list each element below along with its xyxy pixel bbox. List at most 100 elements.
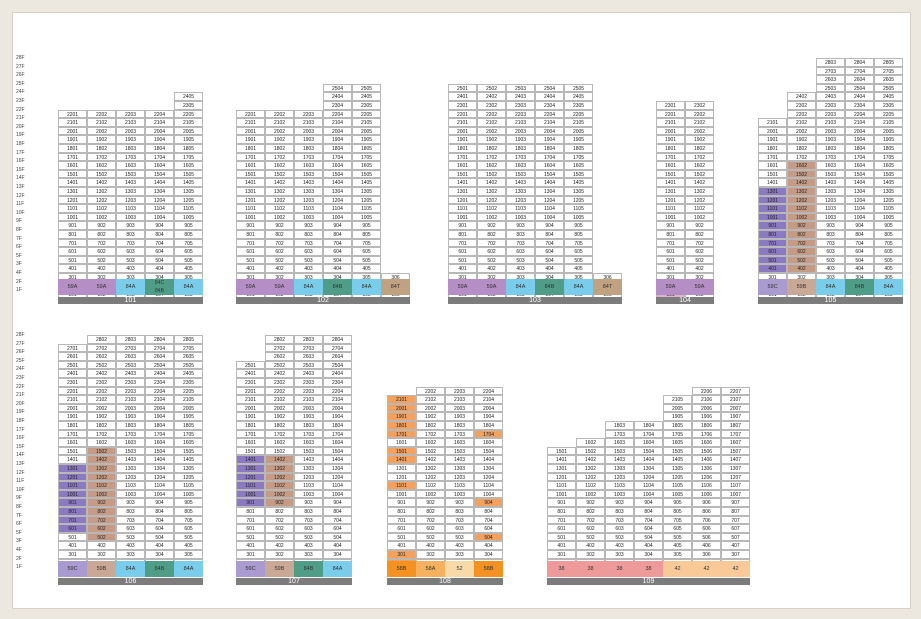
unit-cell[interactable]: 703 [506, 238, 535, 248]
unit-cell[interactable]: 403 [605, 541, 634, 550]
unit-cell[interactable]: 1603 [506, 161, 535, 170]
unit-cell[interactable]: 703 [294, 515, 323, 525]
unit-cell[interactable]: 1204 [535, 195, 564, 205]
unit-cell[interactable]: 1101 [58, 481, 87, 490]
unit-cell[interactable]: 1002 [576, 489, 605, 499]
unit-cell[interactable]: 504 [323, 255, 352, 265]
unit-cell[interactable]: 1805 [174, 144, 203, 153]
unit-cell[interactable]: 1902 [265, 412, 294, 421]
unit-cell[interactable]: 1204 [474, 472, 503, 482]
unit-cell[interactable]: 1301 [236, 464, 265, 473]
unit-cell[interactable]: 1204 [145, 472, 174, 482]
unit-cell[interactable]: 503 [506, 255, 535, 265]
unit-cell[interactable]: 1302 [265, 464, 294, 473]
unit-cell[interactable]: 2101 [656, 118, 685, 127]
unit-cell[interactable]: 401 [58, 541, 87, 550]
unit-cell[interactable]: 2002 [87, 126, 116, 136]
unit-cell[interactable]: 1702 [416, 429, 445, 439]
unit-cell[interactable]: 604 [535, 247, 564, 256]
unit-cell[interactable]: 1901 [758, 135, 787, 144]
unit-cell[interactable]: 903 [445, 498, 474, 507]
unit-cell[interactable]: 1507 [721, 446, 750, 456]
unit-cell[interactable]: 2002 [477, 126, 506, 136]
unit-cell[interactable]: 1401 [656, 178, 685, 187]
unit-cell[interactable]: 1305 [174, 464, 203, 473]
unit-cell[interactable]: 804 [323, 507, 352, 516]
unit-cell[interactable]: 2101 [758, 118, 787, 127]
unit-cell[interactable]: 2103 [294, 118, 323, 127]
unit-cell[interactable]: 505 [174, 255, 203, 265]
unit-cell[interactable]: 603 [445, 524, 474, 533]
unit-cell[interactable]: 1701 [58, 152, 87, 162]
unit-cell[interactable]: 2002 [265, 126, 294, 136]
unit-cell[interactable]: 1802 [685, 144, 714, 153]
unit-cell[interactable]: 1704 [145, 152, 174, 162]
unit-cell[interactable]: 2103 [445, 395, 474, 404]
unit-cell[interactable]: 402 [87, 541, 116, 550]
unit-cell[interactable]: 1502 [87, 169, 116, 179]
unit-cell[interactable]: 2105 [174, 118, 203, 127]
unit-cell[interactable]: 801 [387, 507, 416, 516]
unit-cell[interactable]: 2004 [474, 403, 503, 413]
unit-cell[interactable]: 1401 [58, 178, 87, 187]
unit-cell[interactable]: 803 [605, 507, 634, 516]
unit-cell[interactable]: 1003 [116, 212, 145, 222]
unit-cell[interactable]: 902 [787, 221, 816, 230]
unit-cell[interactable]: 501 [236, 532, 265, 542]
unit-cell[interactable]: 1602 [87, 438, 116, 447]
unit-cell[interactable]: 702 [685, 238, 714, 248]
unit-cell[interactable]: 1605 [352, 161, 381, 170]
unit-cell[interactable]: 2202 [87, 109, 116, 119]
unit-cell[interactable]: 1501 [236, 446, 265, 456]
unit-cell[interactable]: 303 [445, 550, 474, 559]
unit-cell[interactable]: 1504 [323, 446, 352, 456]
unit-cell[interactable]: 2205 [174, 109, 203, 119]
unit-cell[interactable]: 1601 [236, 161, 265, 170]
unit-cell[interactable]: 901 [758, 221, 787, 230]
unit-cell[interactable]: 1301 [236, 187, 265, 196]
unit-cell[interactable]: 1602 [265, 438, 294, 447]
unit-cell[interactable]: 1003 [445, 489, 474, 499]
unit-cell[interactable]: 904 [535, 221, 564, 230]
unit-cell[interactable]: 2101 [448, 118, 477, 127]
unit-cell[interactable]: 2204 [845, 109, 874, 119]
unit-cell[interactable]: 601 [758, 247, 787, 256]
unit-cell[interactable]: 901 [58, 498, 87, 507]
unit-cell[interactable]: 505 [874, 255, 903, 265]
unit-cell[interactable]: 1605 [564, 161, 593, 170]
unit-cell[interactable]: 2102 [416, 395, 445, 404]
unit-cell[interactable]: 1304 [323, 464, 352, 473]
unit-cell[interactable]: 2803 [816, 58, 845, 67]
unit-cell[interactable]: 403 [294, 541, 323, 550]
unit-cell[interactable]: 1704 [323, 429, 352, 439]
unit-cell[interactable]: 1304 [323, 187, 352, 196]
unit-cell[interactable]: 1602 [87, 161, 116, 170]
unit-cell[interactable]: 1505 [564, 169, 593, 179]
unit-cell[interactable]: 1004 [145, 489, 174, 499]
unit-cell[interactable]: 2301 [448, 101, 477, 110]
unit-cell[interactable]: 2202 [477, 109, 506, 119]
unit-cell[interactable]: 1802 [87, 144, 116, 153]
unit-cell[interactable]: 702 [477, 238, 506, 248]
unit-cell[interactable]: 2103 [816, 118, 845, 127]
unit-cell[interactable]: 803 [294, 507, 323, 516]
unit-cell[interactable]: 801 [58, 507, 87, 516]
unit-cell[interactable]: 1904 [323, 412, 352, 421]
unit-cell[interactable]: 703 [116, 238, 145, 248]
unit-cell[interactable]: 1402 [416, 455, 445, 464]
unit-cell[interactable]: 2305 [352, 101, 381, 110]
unit-cell[interactable]: 602 [265, 247, 294, 256]
unit-cell[interactable]: 304 [145, 550, 174, 559]
unit-cell[interactable]: 703 [816, 238, 845, 248]
unit-cell[interactable]: 1802 [477, 144, 506, 153]
unit-cell[interactable]: 1301 [758, 187, 787, 196]
unit-cell[interactable]: 2101 [236, 118, 265, 127]
unit-cell[interactable]: 1501 [758, 169, 787, 179]
unit-cell[interactable]: 802 [87, 230, 116, 239]
unit-cell[interactable]: 503 [294, 255, 323, 265]
unit-cell[interactable]: 2505 [352, 83, 381, 93]
unit-cell[interactable]: 301 [236, 550, 265, 559]
unit-cell[interactable]: 1802 [265, 144, 294, 153]
unit-cell[interactable]: 2005 [874, 126, 903, 136]
unit-cell[interactable]: 1801 [236, 421, 265, 430]
